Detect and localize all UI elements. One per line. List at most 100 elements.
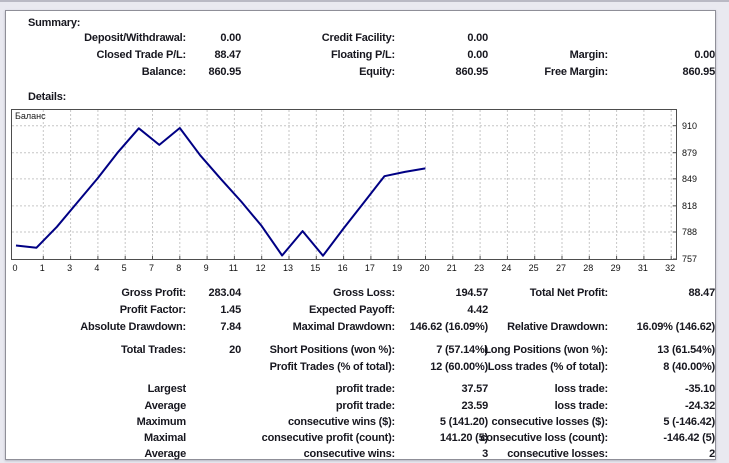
details-row-label-col1: Maximum bbox=[136, 416, 187, 428]
details-row-label-col1: Maximal bbox=[143, 432, 186, 444]
y-axis-tick-label: 849 bbox=[682, 173, 698, 184]
details-row-label-col2: profit trade: bbox=[335, 400, 395, 412]
x-axis-tick-label: 12 bbox=[255, 263, 266, 273]
summary-row-label-col2: Credit Facility: bbox=[321, 32, 395, 44]
details-row: Average consecutive wins: 3 consecutive los… bbox=[6, 446, 717, 463]
x-axis-tick-label: 13 bbox=[282, 263, 293, 273]
details-row-value-col2: 3 bbox=[482, 448, 488, 460]
details-row-label-col1: Average bbox=[144, 400, 186, 412]
summary-row-label-col2: Floating P/L: bbox=[330, 49, 395, 61]
details-row: Largest profit trade: 37.57 loss trade: -35.… bbox=[6, 381, 717, 398]
summary-row-label-col1: Deposit/Withdrawal: bbox=[84, 32, 186, 44]
details-row-value-col3: 13 (61.54%) bbox=[657, 344, 715, 356]
x-axis-tick-label: 5 bbox=[121, 263, 127, 273]
y-axis-tick-label: 879 bbox=[682, 147, 698, 158]
summary-row-label-col2: Equity: bbox=[359, 66, 395, 78]
details-row-label-col2: consecutive wins ($): bbox=[287, 416, 395, 428]
details-row-label-col3: loss trade: bbox=[554, 400, 609, 412]
summary-row-value-col2: 0.00 bbox=[467, 49, 488, 61]
details-row-label-col3: Long Positions (won %): bbox=[484, 344, 608, 356]
details-row-value-col3: 2 bbox=[709, 448, 715, 460]
x-axis-tick-label: 31 bbox=[637, 263, 648, 273]
details-row-label-col1: Gross Profit: bbox=[121, 287, 186, 299]
details-row-value-col2: 37.57 bbox=[461, 383, 488, 395]
summary-row-value-col2: 860.95 bbox=[455, 66, 489, 78]
details-row-label-col3: Total Net Profit: bbox=[529, 287, 608, 299]
summary-row-value-col3: 0.00 bbox=[694, 49, 715, 61]
x-axis-tick-label: 19 bbox=[392, 263, 403, 273]
summary-row-label-col1: Closed Trade P/L: bbox=[96, 49, 186, 61]
details-row-value-col2: 194.57 bbox=[455, 287, 489, 299]
x-axis-tick-label: 23 bbox=[474, 263, 485, 273]
details-row-label-col3: consecutive loss (count): bbox=[480, 432, 608, 444]
x-axis-tick-label: 16 bbox=[337, 263, 348, 273]
summary-row: Closed Trade P/L: 88.47 Floating P/L: 0.00 M… bbox=[6, 47, 717, 64]
details-row-label-col3: consecutive losses ($): bbox=[491, 416, 609, 428]
balance-line-series bbox=[15, 127, 426, 257]
x-axis-tick-label: 28 bbox=[583, 263, 594, 273]
details-row-value-col1: 20 bbox=[229, 344, 241, 356]
details-row-label-col2: Expected Payoff: bbox=[308, 304, 395, 316]
details-row-label-col3: Loss trades (% of total): bbox=[487, 361, 608, 373]
details-row-value-col1: 283.04 bbox=[208, 287, 242, 299]
details-row-label-col3: Relative Drawdown: bbox=[507, 321, 608, 333]
details-row-value-col2: 23.59 bbox=[461, 400, 488, 412]
y-axis-tick-label: 818 bbox=[682, 200, 698, 211]
details-row-value-col3: -146.42 (5) bbox=[663, 432, 715, 444]
details-section-title: Details: bbox=[28, 91, 67, 103]
summary-section-title: Summary: bbox=[28, 17, 81, 29]
details-row-label-col1: Largest bbox=[147, 383, 187, 395]
details-row-label-col1: Profit Factor: bbox=[119, 304, 186, 316]
x-axis-tick-label: 21 bbox=[446, 263, 457, 273]
x-axis-tick-label: 17 bbox=[364, 263, 375, 273]
summary-row-value-col1: 88.47 bbox=[214, 49, 241, 61]
summary-row-value-col1: 0.00 bbox=[220, 32, 241, 44]
x-axis-tick-label: 24 bbox=[501, 263, 512, 273]
details-row-label-col1: Average bbox=[144, 448, 186, 460]
summary-row-value-col3: 860.95 bbox=[682, 66, 716, 78]
report-window: Summary: Deposit/Withdrawal: 0.00 Credit F… bbox=[5, 10, 716, 460]
x-axis-tick-label: 7 bbox=[148, 263, 154, 273]
balance-chart-canvas bbox=[12, 110, 676, 259]
details-row-value-col1: 1.45 bbox=[220, 304, 241, 316]
details-row: Maximal consecutive profit (count): 141.20… bbox=[6, 430, 717, 447]
details-row-label-col3: loss trade: bbox=[554, 383, 609, 395]
summary-row: Balance: 860.95 Equity: 860.95 Free Margin: 8… bbox=[6, 64, 717, 81]
summary-row-value-col1: 860.95 bbox=[208, 66, 242, 78]
x-axis-tick-label: 0 bbox=[12, 263, 18, 273]
details-row: Total Trades: 20 Short Positions (won %): 7… bbox=[6, 342, 717, 359]
details-row-value-col3: 8 (40.00%) bbox=[663, 361, 715, 373]
x-axis-tick-label: 15 bbox=[310, 263, 321, 273]
x-axis-tick-label: 25 bbox=[528, 263, 539, 273]
summary-row-value-col2: 0.00 bbox=[467, 32, 488, 44]
details-row-value-col3: 88.47 bbox=[688, 287, 715, 299]
y-axis-tick-label: 910 bbox=[682, 120, 698, 131]
summary-row: Deposit/Withdrawal: 0.00 Credit Facility: 0… bbox=[6, 30, 717, 47]
details-row: Average profit trade: 23.59 loss trade: -24.… bbox=[6, 398, 717, 415]
details-row-value-col3: -35.10 bbox=[685, 383, 715, 395]
details-row-value-col2: 12 (60.00%) bbox=[430, 361, 488, 373]
details-row-value-col2: 4.42 bbox=[467, 304, 488, 316]
details-row-label-col2: Short Positions (won %): bbox=[269, 344, 396, 356]
details-row-value-col3: 5 (-146.42) bbox=[663, 416, 715, 428]
details-row-label-col2: Gross Loss: bbox=[333, 287, 395, 299]
details-row-label-col1: Total Trades: bbox=[120, 344, 186, 356]
details-row-value-col2: 146.62 (16.09%) bbox=[409, 321, 489, 333]
summary-row-label-col3: Margin: bbox=[569, 49, 609, 61]
details-row: Gross Profit: 283.04 Gross Loss: 194.57 Tota… bbox=[6, 285, 717, 302]
x-axis-tick-label: 11 bbox=[228, 263, 239, 273]
details-row-label-col2: consecutive profit (count): bbox=[261, 432, 396, 444]
y-axis-tick-label: 757 bbox=[682, 254, 698, 264]
details-row-value-col3: 16.09% (146.62) bbox=[636, 321, 716, 333]
x-axis-tick-label: 9 bbox=[203, 263, 209, 273]
x-axis-tick-label: 1 bbox=[39, 263, 45, 273]
x-axis-tick-label: 27 bbox=[555, 263, 566, 273]
chart-legend-balance: Баланс bbox=[15, 111, 46, 121]
details-row-value-col2: 7 (57.14%) bbox=[436, 344, 488, 356]
details-row-label-col3: consecutive losses: bbox=[507, 448, 608, 460]
summary-row-label-col1: Balance: bbox=[141, 66, 186, 78]
details-row: Profit Trades (% of total): 12 (60.00%) Lo… bbox=[6, 359, 717, 376]
details-row-label-col1: Absolute Drawdown: bbox=[80, 321, 186, 333]
details-row-value-col2: 5 (141.20) bbox=[439, 416, 488, 428]
